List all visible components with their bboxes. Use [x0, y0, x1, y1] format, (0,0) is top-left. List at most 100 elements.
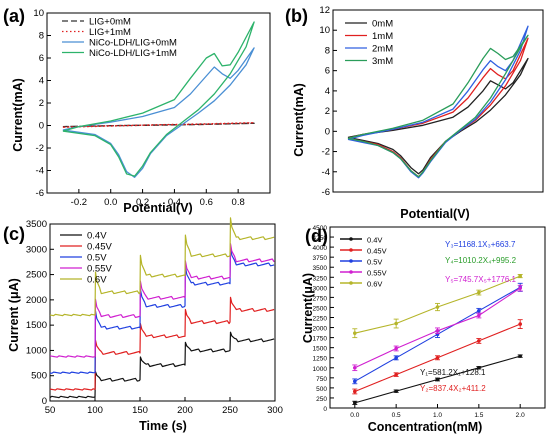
panel-c-ytick-label-7: 3500 — [26, 219, 47, 230]
panel-c-label: (c) — [3, 224, 25, 244]
panel-d-ytick-label-15: 3750 — [313, 255, 328, 262]
panel-d-legend-label-2: 0.5V — [367, 258, 382, 267]
panel-d-point-1-0 — [353, 389, 357, 394]
panel-a-xtick-label-3: 0.4 — [168, 197, 181, 208]
panel-b-legend-label-3: 3mM — [372, 56, 393, 67]
panel-d-point-0-4 — [518, 354, 522, 358]
panel-c-legend-label-4: 0.6V — [87, 275, 107, 286]
panel-c-legend-label-2: 0.5V — [87, 253, 107, 264]
panel-d-point-4-3 — [477, 290, 481, 295]
panel-c-series-0 — [49, 331, 275, 399]
panel-d-ytick-label-3: 750 — [316, 376, 327, 383]
panel-c-legend-label-0: 0.4V — [87, 231, 107, 242]
panel-a-xtick-label-1: 0.0 — [104, 197, 117, 208]
panel-b-ytick-label-7: 8 — [325, 45, 330, 56]
panel-d-legend-marker-3 — [349, 270, 353, 274]
panel-c-ytick-label-4: 2000 — [26, 295, 47, 306]
panel-d-legend-label-3: 0.55V — [367, 269, 387, 278]
panel-d-xtick-label-1: 0.5 — [392, 412, 401, 419]
panel-d-point-2-0 — [353, 379, 357, 384]
panel-b-ytick-label-3: 0 — [325, 126, 330, 137]
panel-d-xtick-label-3: 1.5 — [474, 412, 483, 419]
panel-d-point-3-4 — [518, 286, 522, 290]
panel-c-series-3 — [49, 243, 275, 358]
panel-d-ytick-label-8: 2000 — [313, 326, 328, 333]
panel-a-series-2 — [62, 47, 255, 178]
panel-b-ytick-label-8: 10 — [319, 25, 330, 36]
panel-d-legend-marker-2 — [349, 259, 353, 263]
panel-d-legend-label-1: 0.45V — [367, 247, 387, 256]
panel-d-point-2-3 — [477, 309, 481, 313]
panel-a-xtick-label-4: 0.6 — [200, 197, 213, 208]
panel-b-legend-label-0: 0mM — [372, 19, 393, 30]
panel-c-ytick-label-6: 3000 — [26, 244, 47, 255]
panel-d-equation-2: Y₅=745.7X₅+1776.1 — [445, 275, 517, 284]
panel-c-xlabel: Time (s) — [139, 419, 187, 433]
panel-d-ytick-label-0: 0 — [323, 406, 327, 413]
panel-a: (a) Current(mA) Potential(V) -0.2 0.0 0.2 0… — [3, 6, 271, 215]
panel-b-ytick-label-0: -6 — [322, 187, 330, 198]
panel-c-ytick-label-0: 0 — [42, 396, 47, 407]
panel-d-ylabel: Current(μA) — [301, 273, 315, 343]
panel-c-legend-label-1: 0.45V — [87, 242, 112, 253]
panel-c-frame — [49, 223, 276, 402]
panel-d-point-0-1 — [394, 389, 398, 393]
panel-d-point-3-3 — [477, 313, 481, 318]
panel-d-point-4-2 — [435, 305, 440, 309]
panel-b-ytick-label-1: -4 — [322, 167, 330, 178]
panel-d-point-4-4 — [518, 274, 522, 278]
panel-d-point-3-1 — [394, 346, 398, 351]
panel-c-xtick-label-5: 300 — [267, 405, 283, 416]
panel-c-xtick-label-1: 100 — [87, 405, 103, 416]
panel-b-series-0 — [347, 57, 529, 175]
panel-a-xtick-label-2: 0.2 — [136, 197, 149, 208]
panel-d-point-0-3 — [477, 365, 481, 370]
panel-b-legend-label-1: 1mM — [372, 31, 393, 42]
panel-c-series-1 — [49, 296, 275, 391]
panel-d-xtick-label-4: 2.0 — [516, 412, 525, 419]
panel-b-xlabel: Potential(V) — [400, 207, 469, 221]
panel-d-point-0-2 — [435, 377, 440, 382]
panel-d-ytick-label-10: 2500 — [313, 305, 328, 312]
panel-b-ytick-label-2: -2 — [322, 147, 330, 158]
panel-d-ytick-label-1: 250 — [316, 396, 327, 403]
panel-d-ytick-label-17: 4250 — [313, 235, 328, 242]
panel-d-legend-label-0: 0.4V — [367, 236, 382, 245]
panel-a-legend-label-2: NiCo-LDH/LIG+0mM — [89, 38, 177, 49]
panel-d-point-1-2 — [435, 355, 440, 360]
panel-d-ytick-label-9: 2250 — [313, 316, 328, 323]
panel-a-ytick-label-5: 4 — [39, 76, 44, 87]
panel-c-ylabel: Current (μA) — [7, 278, 21, 352]
panel-d-legend-marker-4 — [349, 281, 353, 285]
panel-d-point-0-0 — [353, 401, 357, 405]
panel-a-ytick-label-0: -6 — [36, 188, 44, 199]
panel-a-legend-label-0: LIG+0mM — [89, 17, 131, 28]
panel-a-legend-label-1: LIG+1mM — [89, 27, 131, 38]
panel-d-xtick-label-2: 1.0 — [433, 412, 442, 419]
panel-d-ytick-label-11: 2750 — [313, 295, 328, 302]
panel-a-xtick-label-5: 0.8 — [232, 197, 245, 208]
panel-b: (b) Current(mA) Potential(V) -6 -4 -2 0 2 4 6 8… — [285, 5, 544, 221]
panel-d-legend-label-4: 0.6V — [367, 280, 382, 289]
panel-a-ylabel: Current(mA) — [11, 78, 25, 152]
panel-d-xtick-label-0: 0.0 — [350, 412, 359, 419]
panel-c-ytick-label-2: 1000 — [26, 345, 47, 356]
panel-d-point-4-1 — [394, 321, 398, 326]
panel-d-ytick-label-5: 1250 — [313, 356, 328, 363]
panel-c-ytick-label-3: 1500 — [26, 320, 47, 331]
panel-d-ytick-label-13: 3250 — [313, 275, 328, 282]
panel-d-equation-4: Y₂=837.4X₂+411.2 — [420, 384, 486, 393]
panel-d-equation-3: Y₁=581.2X₁+128.1 — [420, 368, 486, 377]
panel-b-legend-label-2: 2mM — [372, 44, 393, 55]
panel-a-ytick-label-8: 10 — [33, 8, 44, 19]
panel-a-series-3 — [62, 21, 255, 177]
panel-d-xlabel: Concentration(mM) — [368, 420, 483, 434]
panel-d-ytick-label-6: 1500 — [313, 346, 328, 353]
panel-c-series-2 — [49, 247, 275, 374]
panel-d-point-3-2 — [435, 328, 440, 333]
panel-c-xtick-label-2: 150 — [132, 405, 148, 416]
panel-b-ytick-label-5: 4 — [325, 86, 330, 97]
panel-b-label: (b) — [285, 6, 308, 26]
panel-d: (d) Current(μA) Concentration(mM) 0.0 0.5… — [301, 225, 546, 434]
panel-c-series-4 — [49, 217, 275, 317]
